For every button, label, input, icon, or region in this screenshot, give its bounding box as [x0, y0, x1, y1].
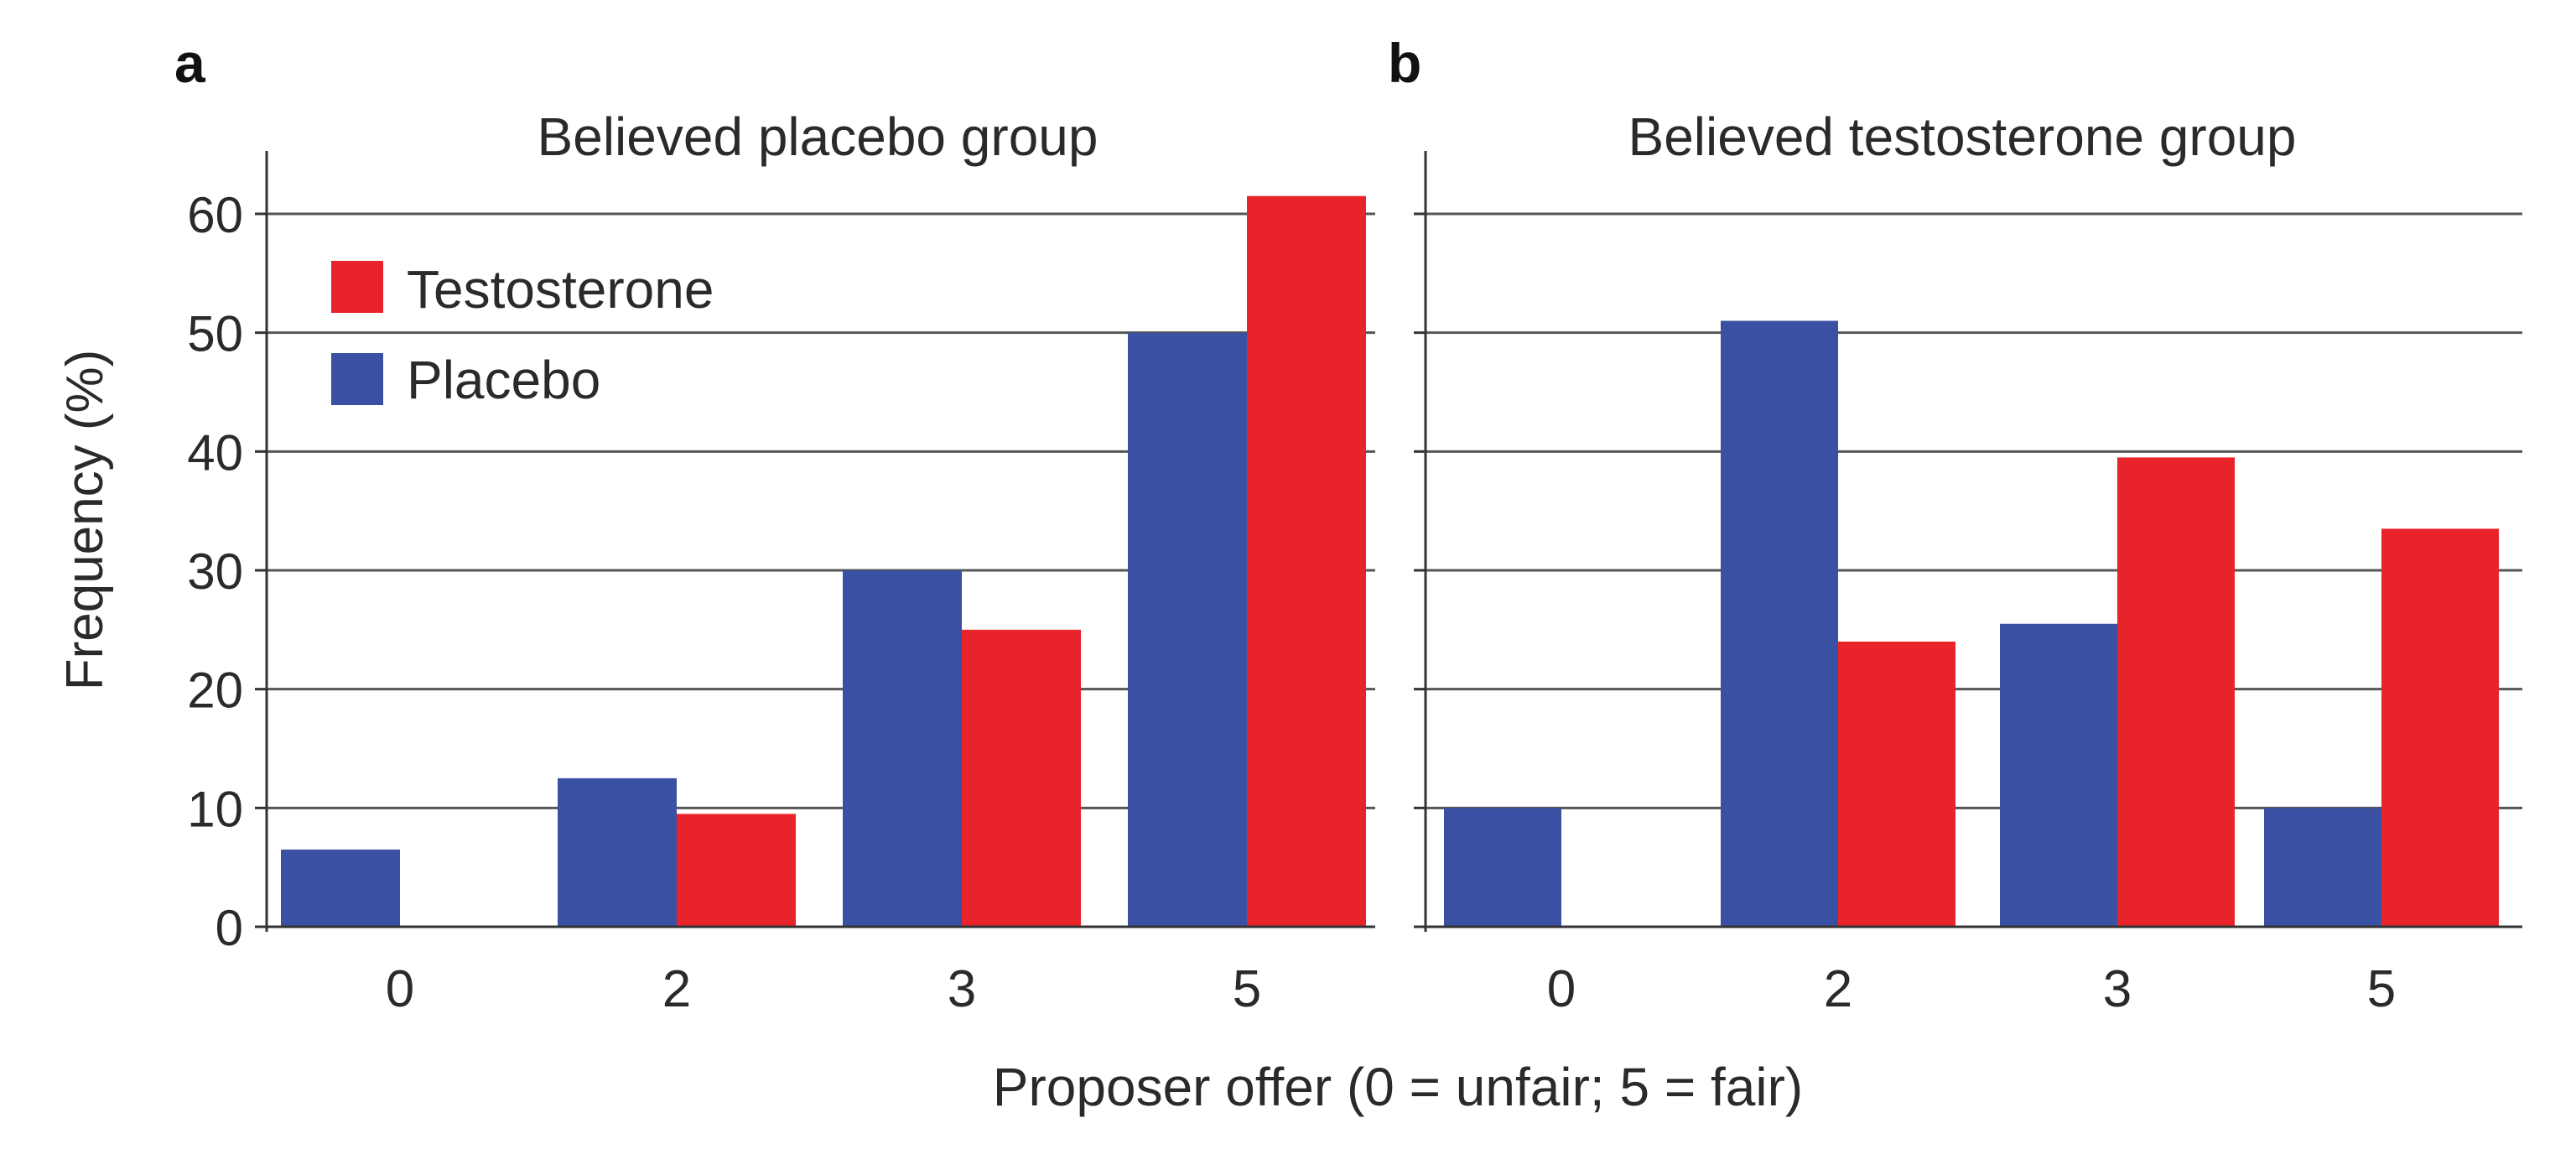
bar-placebo-2	[1721, 320, 1838, 927]
bar-placebo-5	[1128, 332, 1247, 928]
bar-placebo-5	[2264, 808, 2381, 927]
bar-testosterone-2	[1838, 642, 1955, 927]
legend-swatch-placebo	[331, 353, 383, 405]
bar-placebo-0	[1444, 808, 1561, 927]
panel-a-plot: 0 10 20 30 40 50 60 0 2 3 5	[187, 151, 1375, 1018]
y-tick-label: 50	[187, 306, 243, 362]
y-tick-label: 10	[187, 781, 243, 837]
panel-b-plot: 0 2 3 5	[1414, 151, 2522, 1018]
legend-label-placebo: Placebo	[407, 350, 600, 410]
panel-a-title: Believed placebo group	[538, 107, 1098, 167]
y-tick-label: 0	[216, 900, 243, 956]
legend-swatch-testosterone	[331, 261, 383, 313]
bar-testosterone-3	[962, 629, 1081, 927]
x-tick-label: 3	[948, 960, 976, 1018]
bar-placebo-3	[2000, 623, 2117, 927]
y-tick-label: 30	[187, 543, 243, 600]
x-tick-label: 2	[1824, 960, 1852, 1018]
bar-testosterone-5	[1247, 195, 1366, 927]
legend: Testosterone Placebo	[331, 259, 714, 410]
y-tick-label: 20	[187, 663, 243, 719]
panel-b-title: Believed testosterone group	[1628, 107, 2297, 167]
bar-testosterone-2	[677, 814, 796, 927]
panel-a-letter: a	[174, 32, 206, 94]
bar-testosterone-3	[2117, 457, 2235, 927]
x-tick-label: 0	[386, 960, 414, 1018]
y-axis-title: Frequency (%)	[56, 350, 114, 691]
bar-placebo-2	[558, 777, 677, 927]
legend-label-testosterone: Testosterone	[407, 259, 714, 320]
y-tick-label: 40	[187, 424, 243, 481]
bar-testosterone-5	[2381, 528, 2499, 927]
x-tick-label: 5	[1233, 960, 1261, 1018]
x-axis-title: Proposer offer (0 = unfair; 5 = fair)	[993, 1057, 1803, 1117]
x-tick-label: 2	[662, 960, 691, 1018]
y-tick-label: 60	[187, 187, 243, 243]
x-tick-label: 0	[1547, 960, 1576, 1018]
x-tick-label: 5	[2367, 960, 2396, 1018]
panel-b-letter: b	[1388, 32, 1421, 94]
bar-placebo-0	[281, 849, 400, 927]
bar-placebo-3	[843, 570, 962, 927]
x-tick-label: 3	[2103, 960, 2132, 1018]
